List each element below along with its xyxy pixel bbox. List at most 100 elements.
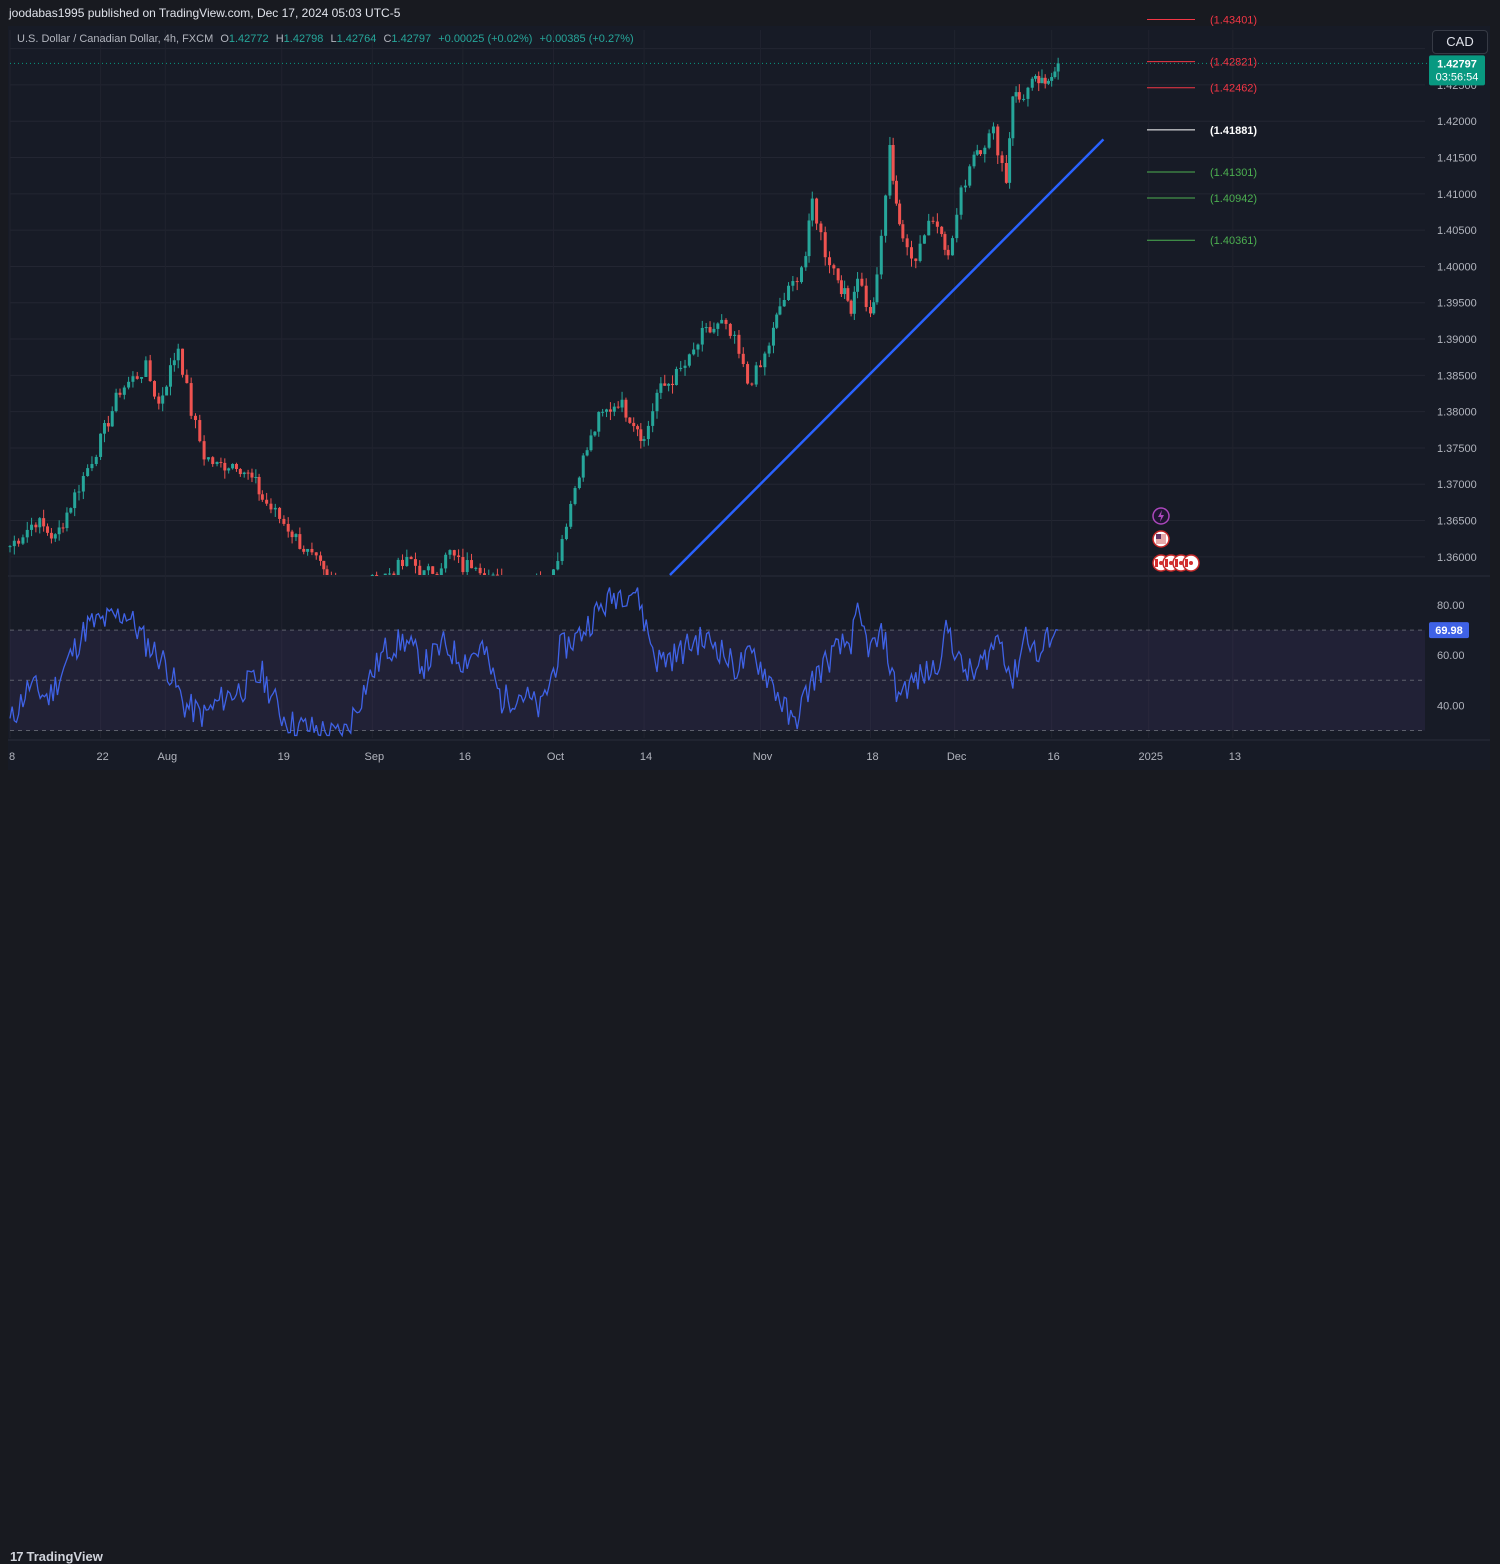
candle[interactable] <box>632 417 636 432</box>
candle[interactable] <box>269 498 273 514</box>
candle[interactable] <box>927 213 931 236</box>
candle[interactable] <box>987 129 991 150</box>
candle[interactable] <box>888 136 892 200</box>
candle[interactable] <box>413 552 417 574</box>
candle[interactable] <box>165 385 169 396</box>
candle[interactable] <box>99 433 103 461</box>
candle[interactable] <box>122 385 126 400</box>
candle[interactable] <box>409 555 413 560</box>
candle[interactable] <box>946 245 950 260</box>
candle[interactable] <box>1056 57 1060 80</box>
candle[interactable] <box>452 549 456 561</box>
candle[interactable] <box>864 278 868 312</box>
candle[interactable] <box>65 507 69 532</box>
candle[interactable] <box>1043 74 1047 89</box>
candle[interactable] <box>234 462 238 472</box>
candle[interactable] <box>290 529 294 544</box>
candle[interactable] <box>422 570 426 575</box>
candle[interactable] <box>1008 132 1012 189</box>
candle[interactable] <box>628 417 632 424</box>
candle[interactable] <box>495 568 499 576</box>
us-flag-icon[interactable] <box>1152 530 1170 548</box>
candle[interactable] <box>754 361 758 387</box>
candle[interactable] <box>181 348 185 378</box>
candle[interactable] <box>667 383 671 392</box>
candle[interactable] <box>81 472 85 500</box>
candle[interactable] <box>708 321 712 334</box>
candle[interactable] <box>426 563 430 575</box>
candle[interactable] <box>577 476 581 490</box>
candle[interactable] <box>198 414 202 443</box>
candle[interactable] <box>474 566 478 572</box>
candle[interactable] <box>77 484 81 501</box>
candle[interactable] <box>491 572 495 576</box>
candle[interactable] <box>905 234 909 256</box>
candle[interactable] <box>144 356 148 378</box>
candle[interactable] <box>704 322 708 333</box>
candle[interactable] <box>940 225 944 237</box>
candle[interactable] <box>585 447 589 457</box>
candle[interactable] <box>968 164 972 188</box>
candle[interactable] <box>884 194 888 243</box>
candle[interactable] <box>659 377 663 400</box>
candle[interactable] <box>302 545 306 555</box>
candle[interactable] <box>310 542 314 556</box>
candle[interactable] <box>370 574 374 576</box>
candle[interactable] <box>750 382 754 387</box>
candle[interactable] <box>1030 76 1034 91</box>
candle[interactable] <box>1053 67 1057 79</box>
candle[interactable] <box>172 352 176 372</box>
candle[interactable] <box>918 235 922 263</box>
candle[interactable] <box>879 229 883 280</box>
candle[interactable] <box>810 191 814 227</box>
candle[interactable] <box>597 411 601 437</box>
candle[interactable] <box>106 415 110 432</box>
candle[interactable] <box>69 507 73 514</box>
candle[interactable] <box>1022 94 1026 102</box>
candle[interactable] <box>852 286 856 320</box>
candle[interactable] <box>564 523 568 541</box>
candle[interactable] <box>983 145 987 163</box>
candle[interactable] <box>782 292 786 307</box>
candle[interactable] <box>265 492 269 506</box>
candle[interactable] <box>61 522 65 533</box>
candle[interactable] <box>746 361 750 385</box>
candle[interactable] <box>692 342 696 356</box>
candle[interactable] <box>1040 69 1044 84</box>
candle[interactable] <box>49 528 53 544</box>
candle[interactable] <box>168 357 172 396</box>
candle[interactable] <box>839 275 843 298</box>
candle[interactable] <box>482 568 486 575</box>
candle[interactable] <box>161 387 165 412</box>
candle[interactable] <box>651 403 655 433</box>
candle[interactable] <box>383 573 387 575</box>
candle[interactable] <box>573 485 577 506</box>
candle[interactable] <box>193 413 197 429</box>
candle[interactable] <box>1014 86 1018 103</box>
candle[interactable] <box>260 490 264 502</box>
candle[interactable] <box>401 554 405 570</box>
candle[interactable] <box>254 469 258 484</box>
candle[interactable] <box>42 509 46 532</box>
candle[interactable] <box>712 322 716 334</box>
candle[interactable] <box>620 391 624 413</box>
candle[interactable] <box>860 272 864 287</box>
candle[interactable] <box>457 549 461 564</box>
candle[interactable] <box>560 534 564 565</box>
candle[interactable] <box>639 423 643 449</box>
candle[interactable] <box>804 251 808 271</box>
candle[interactable] <box>767 342 771 358</box>
candle[interactable] <box>322 560 326 575</box>
candle[interactable] <box>608 402 612 421</box>
candle[interactable] <box>439 563 443 575</box>
candle[interactable] <box>891 137 895 185</box>
candle[interactable] <box>950 235 954 256</box>
candle[interactable] <box>206 457 210 462</box>
candle[interactable] <box>185 369 189 384</box>
candle[interactable] <box>636 424 640 437</box>
candle[interactable] <box>624 397 628 422</box>
candle[interactable] <box>140 376 144 384</box>
candle[interactable] <box>720 314 724 324</box>
candle[interactable] <box>319 551 323 566</box>
candle[interactable] <box>461 548 465 575</box>
